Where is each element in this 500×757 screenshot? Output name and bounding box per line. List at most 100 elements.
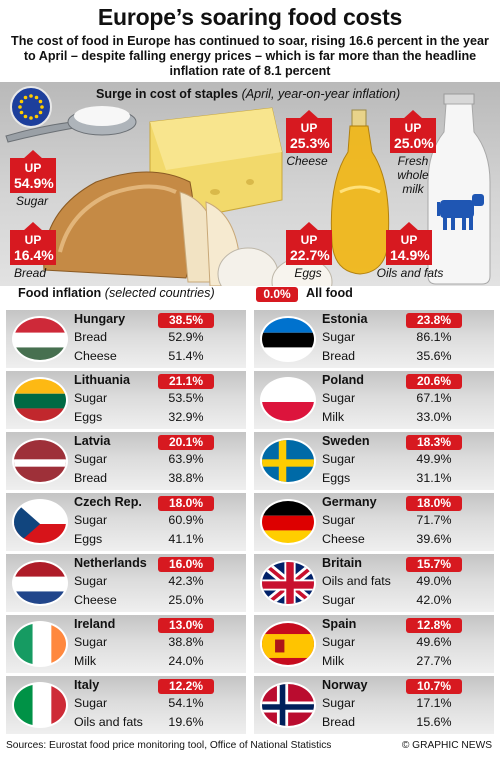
item-name: Cheese xyxy=(74,349,117,363)
eggs-label: Eggs xyxy=(294,266,322,280)
item-name: Sugar xyxy=(74,574,108,588)
item-value: 86.1% xyxy=(416,330,452,344)
eggs-icon xyxy=(217,247,333,286)
item-name: Sugar xyxy=(322,452,356,466)
sweden-flag-icon xyxy=(260,438,316,484)
country-row-italy: Italy 12.2% Sugar 54.1% Oils and fats 19… xyxy=(6,676,246,734)
hungary-flag-icon xyxy=(12,316,68,362)
item-name: Oils and fats xyxy=(322,574,391,588)
all-food-value: 38.5% xyxy=(158,313,214,328)
estonia-flag-icon xyxy=(260,316,316,362)
item-name: Sugar xyxy=(74,391,108,405)
italy-flag-icon xyxy=(12,682,68,728)
intro-text: The cost of food in Europe has continued… xyxy=(11,34,489,78)
all-food-value: 18.0% xyxy=(158,496,214,511)
item-name: Milk xyxy=(322,654,345,668)
czech-rep-flag-icon xyxy=(12,499,68,545)
country-row-latvia: Latvia 20.1% Sugar 63.9% Bread 38.8% xyxy=(6,432,246,490)
item-value: 15.6% xyxy=(416,715,452,729)
item-value: 71.7% xyxy=(416,513,452,527)
oil-bottle-icon xyxy=(330,109,390,275)
country-name: Sweden xyxy=(322,434,370,448)
item-name: Bread xyxy=(322,715,356,729)
food-inflation-heading: Food inflation (selected countries) xyxy=(18,286,215,300)
bread-label: Bread xyxy=(13,266,47,280)
all-food-value: 21.1% xyxy=(158,374,214,389)
item-name: Sugar xyxy=(322,696,356,710)
item-value: 54.1% xyxy=(168,696,204,710)
country-name: Britain xyxy=(322,556,362,570)
country-row-norway: Norway 10.7% Sugar 17.1% Bread 15.6% xyxy=(254,676,494,734)
all-food-value: 18.3% xyxy=(406,435,462,450)
all-food-value: 15.7% xyxy=(406,557,462,572)
country-name: Italy xyxy=(74,678,100,692)
oils-label: Oils and fats xyxy=(376,266,444,280)
country-row-lithuania: Lithuania 21.1% Sugar 53.5% Eggs 32.9% xyxy=(6,371,246,429)
country-name: Lithuania xyxy=(74,373,130,387)
all-food-value: 23.8% xyxy=(406,313,462,328)
item-value: 42.0% xyxy=(416,593,452,607)
country-row-poland: Poland 20.6% Sugar 67.1% Milk 33.0% xyxy=(254,371,494,429)
lithuania-flag-icon xyxy=(12,377,68,423)
item-name: Oils and fats xyxy=(74,715,143,729)
country-row-netherlands: Netherlands 16.0% Sugar 42.3% Cheese 25.… xyxy=(6,554,246,612)
item-name: Eggs xyxy=(322,471,351,485)
spain-flag-icon xyxy=(260,621,316,667)
country-row-ireland: Ireland 13.0% Sugar 38.8% Milk 24.0% xyxy=(6,615,246,673)
item-name: Sugar xyxy=(322,593,356,607)
item-value: 63.9% xyxy=(168,452,204,466)
country-name: Norway xyxy=(322,678,368,692)
poland-flag-icon xyxy=(260,377,316,423)
latvia-flag-icon xyxy=(12,438,68,484)
item-name: Sugar xyxy=(322,330,356,344)
sugar-label: Sugar xyxy=(15,194,49,208)
item-value: 67.1% xyxy=(416,391,452,405)
netherlands-flag-icon xyxy=(12,560,68,606)
all-food-value: 18.0% xyxy=(406,496,462,511)
item-value: 25.0% xyxy=(168,593,204,607)
cow-icon xyxy=(437,194,484,230)
item-value: 33.0% xyxy=(416,410,452,424)
norway-flag-icon xyxy=(260,682,316,728)
page-title: Europe’s soaring food costs xyxy=(97,4,403,30)
item-value: 39.6% xyxy=(416,532,452,546)
country-name: Germany xyxy=(322,495,377,509)
item-value: 19.6% xyxy=(168,715,204,729)
all-food-value: 12.8% xyxy=(406,618,462,633)
item-value: 35.6% xyxy=(416,349,452,363)
eggs-badge: UP 22.7% xyxy=(286,222,332,265)
country-name: Czech Rep. xyxy=(74,495,142,509)
item-name: Sugar xyxy=(74,452,108,466)
country-name: Latvia xyxy=(74,434,111,448)
legend-label: All food xyxy=(306,286,353,300)
milk-label: Fresh whole milk xyxy=(397,154,429,196)
item-name: Cheese xyxy=(74,593,117,607)
sugar-spoon-icon xyxy=(5,106,137,143)
item-value: 24.0% xyxy=(168,654,204,668)
milk-badge: UP 25.0% xyxy=(390,110,436,153)
staples-heading: Surge in cost of staples (April, year-on… xyxy=(96,87,401,101)
item-value: 38.8% xyxy=(168,471,204,485)
item-value: 31.1% xyxy=(416,471,452,485)
item-value: 42.3% xyxy=(168,574,204,588)
food-illustration xyxy=(5,93,491,286)
all-food-value: 12.2% xyxy=(158,679,214,694)
item-name: Sugar xyxy=(74,696,108,710)
item-value: 60.9% xyxy=(168,513,204,527)
item-value: 52.9% xyxy=(168,330,204,344)
britain-flag-icon xyxy=(260,560,316,606)
item-name: Sugar xyxy=(322,391,356,405)
legend-swatch: 0.0% xyxy=(256,287,298,302)
sugar-badge: UP 54.9% xyxy=(10,150,56,193)
eu-flag-icon xyxy=(10,86,52,128)
country-name: Poland xyxy=(322,373,364,387)
item-value: 53.5% xyxy=(168,391,204,405)
milk-bottle-icon xyxy=(427,93,491,285)
item-name: Bread xyxy=(74,471,108,485)
staples-panel: Surge in cost of staples (April, year-on… xyxy=(0,82,500,286)
item-name: Milk xyxy=(74,654,97,668)
item-value: 41.1% xyxy=(168,532,204,546)
country-row-sweden: Sweden 18.3% Sugar 49.9% Eggs 31.1% xyxy=(254,432,494,490)
item-name: Sugar xyxy=(322,635,356,649)
